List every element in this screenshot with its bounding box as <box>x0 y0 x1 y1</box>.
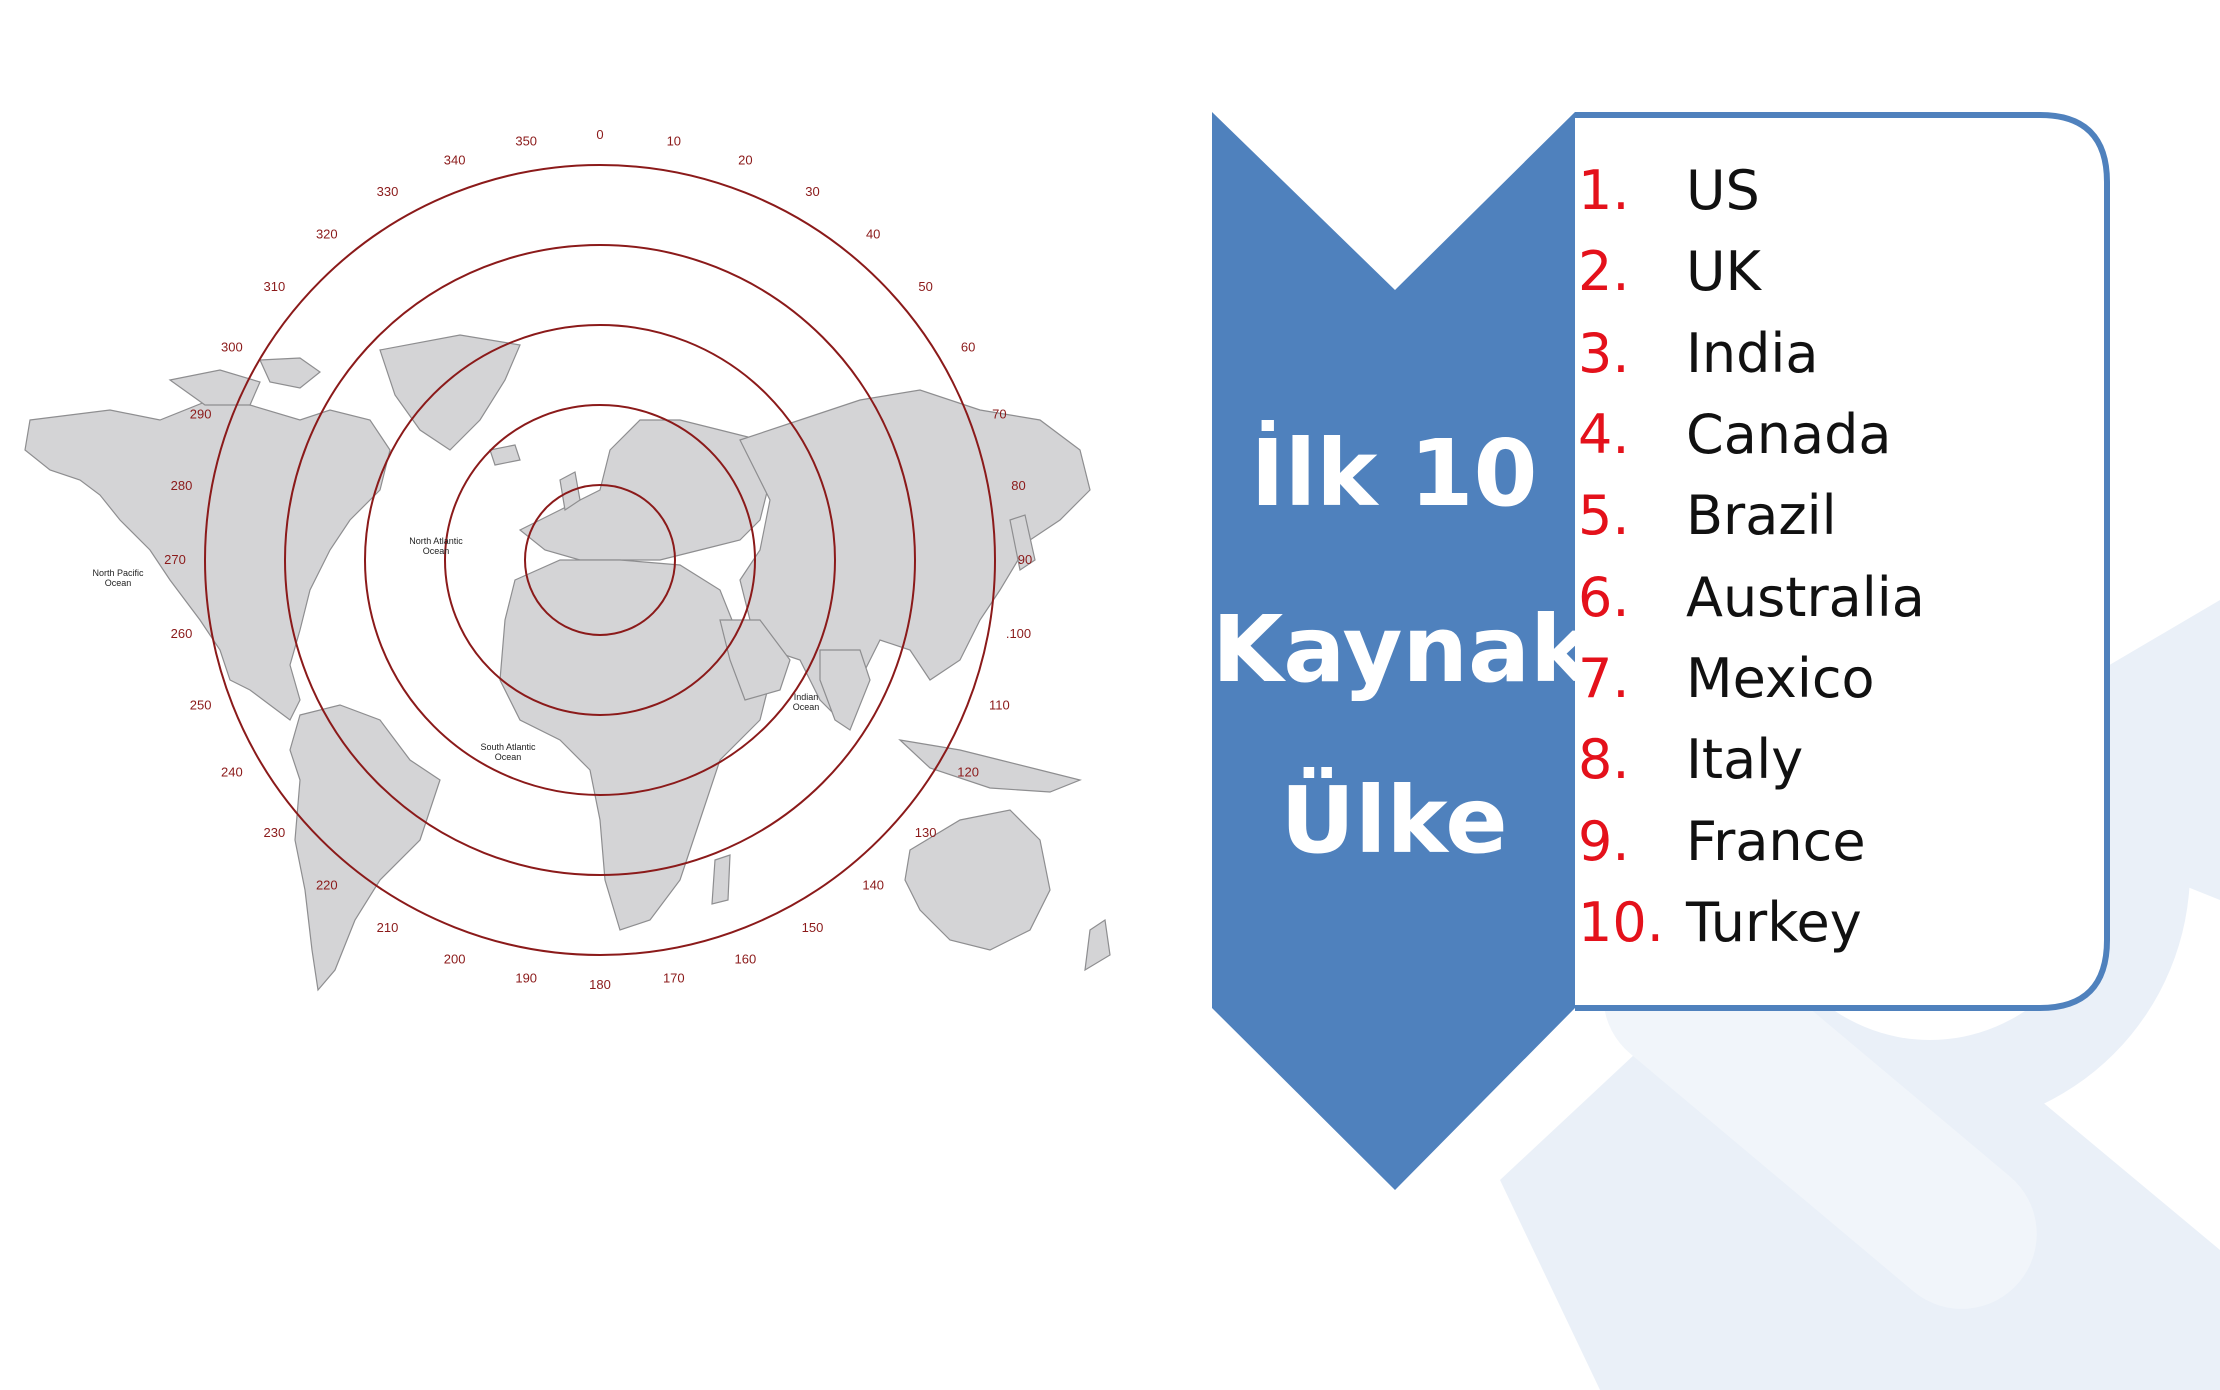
bearing-label: 210 <box>377 920 399 935</box>
greenland <box>379 334 521 451</box>
bearing-label: 70 <box>992 407 1006 422</box>
country-name: Italy <box>1686 728 1804 792</box>
bearing-label: 260 <box>171 626 193 641</box>
bearing-label: 110 <box>989 697 1010 712</box>
ocean-labels: North Atlantic Ocean North Pacific Ocean… <box>92 536 819 762</box>
list-item: 5. Brazil <box>1578 475 2098 556</box>
country-name: India <box>1686 321 1819 385</box>
bearing-label: 220 <box>316 878 338 893</box>
country-name: UK <box>1686 240 1761 304</box>
north-atlantic-label: North Atlantic <box>409 536 463 546</box>
list-item: 10. Turkey <box>1578 882 2098 963</box>
bearing-label: 170 <box>663 971 685 986</box>
country-name: Canada <box>1686 403 1892 467</box>
bearing-label: 310 <box>264 279 286 294</box>
bearing-label: 120 <box>957 765 979 780</box>
top-countries-list: 1. US 2. UK 3. India 4. Canada 5. Brazil 6. Au… <box>1578 150 2098 954</box>
north-pacific-label-2: Ocean <box>105 578 132 588</box>
bearing-label: 30 <box>805 184 819 199</box>
rank-number: 8. <box>1578 728 1630 792</box>
bearing-label: 140 <box>862 878 884 893</box>
rank-number: 1. <box>1578 159 1630 223</box>
bearing-label: 340 <box>444 153 466 168</box>
continents <box>24 334 1111 992</box>
rank-number: 4. <box>1578 403 1630 467</box>
bearing-label: 130 <box>915 825 937 840</box>
list-item: 6. Australia <box>1578 556 2098 637</box>
bearing-label: 150 <box>802 920 824 935</box>
north-pacific-label: North Pacific <box>92 568 144 578</box>
north-america <box>24 399 391 721</box>
africa <box>499 559 771 931</box>
list-item: 3. India <box>1578 313 2098 394</box>
banner-line-3: Ülke <box>1280 767 1508 874</box>
bearing-label: 230 <box>264 825 286 840</box>
bearing-label: 270 <box>164 552 186 567</box>
list-item: 8. Italy <box>1578 719 2098 800</box>
bearing-label: 60 <box>961 340 975 355</box>
banner-line-2: Kaynak <box>1212 596 1592 703</box>
list-box-outline <box>1575 112 2110 1011</box>
north-atlantic-label-2: Ocean <box>423 546 450 556</box>
country-name: Mexico <box>1686 646 1875 710</box>
rank-number: 2. <box>1578 240 1630 304</box>
south-atlantic-label: South Atlantic <box>480 742 536 752</box>
list-item: 1. US <box>1578 150 2098 231</box>
bearing-label: 240 <box>221 765 243 780</box>
bearing-label: 250 <box>190 697 212 712</box>
list-item: 9. France <box>1578 800 2098 881</box>
south-america <box>289 704 441 992</box>
chevron-banner <box>1212 112 1575 1190</box>
indian-ocean-label-2: Ocean <box>793 702 820 712</box>
country-name: Brazil <box>1686 484 1837 548</box>
bearing-labels: 0 10 20 30 40 50 60 70 80 90 .100 110 120 130 140 150 16… <box>164 127 1032 992</box>
range-rings <box>204 164 996 956</box>
bearing-label: 160 <box>735 951 757 966</box>
bearing-label: 0 <box>596 127 603 142</box>
bearing-label: 190 <box>515 971 537 986</box>
rank-number: 9. <box>1578 809 1630 873</box>
rank-number: 7. <box>1578 646 1630 710</box>
rank-number: 5. <box>1578 484 1630 548</box>
bearing-label: 280 <box>171 478 193 493</box>
bearing-label: 40 <box>866 226 880 241</box>
bearing-label: 200 <box>444 951 466 966</box>
indian-ocean-label: Indian <box>794 692 819 702</box>
australia <box>904 809 1051 951</box>
bearing-label: 290 <box>190 407 212 422</box>
rank-number: 6. <box>1578 565 1630 629</box>
list-item: 2. UK <box>1578 231 2098 312</box>
country-name: Turkey <box>1686 890 1862 954</box>
bearing-label: 180 <box>589 977 611 992</box>
south-atlantic-label-2: Ocean <box>495 752 522 762</box>
list-item: 7. Mexico <box>1578 638 2098 719</box>
country-name: US <box>1686 159 1760 223</box>
country-name: Australia <box>1686 565 1925 629</box>
bearing-label: 10 <box>667 134 681 149</box>
rank-number: 3. <box>1578 321 1630 385</box>
bearing-label: 330 <box>377 184 399 199</box>
rank-number: 10. <box>1578 890 1664 954</box>
bearing-label: 300 <box>221 340 243 355</box>
bearing-label: 320 <box>316 226 338 241</box>
bearing-label: 20 <box>738 153 752 168</box>
banner-line-1: İlk 10 <box>1250 420 1538 527</box>
bearing-label: 350 <box>515 134 537 149</box>
bearing-label: .100 <box>1006 626 1031 641</box>
world-map: 0 10 20 30 40 50 60 70 80 90 .100 110 120 130 140 150 16… <box>24 127 1111 992</box>
bearing-label: 90 <box>1018 552 1032 567</box>
bearing-label: 50 <box>918 279 932 294</box>
list-item: 4. Canada <box>1578 394 2098 475</box>
bearing-label: 80 <box>1011 478 1025 493</box>
country-name: France <box>1686 809 1866 873</box>
